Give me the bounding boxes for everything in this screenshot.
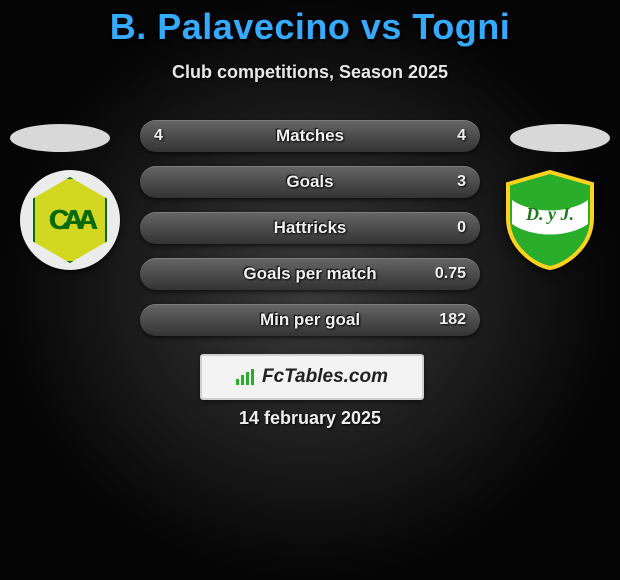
caa-badge-letters: CAA — [49, 204, 92, 236]
stat-label: Goals — [286, 172, 333, 192]
shield-icon: D. y J. — [504, 170, 596, 270]
page-title: B. Palavecino vs Togni — [0, 0, 620, 48]
team-badge-left: CAA — [20, 170, 120, 270]
stat-right-value: 3 — [457, 173, 466, 191]
comparison-card: B. Palavecino vs Togni Club competitions… — [0, 0, 620, 580]
fctables-brand-text: FcTables.com — [262, 366, 388, 388]
badge-spot-right — [510, 124, 610, 152]
stat-right-value: 4 — [457, 127, 466, 145]
stat-pill-goals-per-match: Goals per match 0.75 — [140, 258, 480, 290]
stat-left-value: 4 — [154, 127, 163, 145]
stat-label: Matches — [276, 126, 344, 146]
stat-pill-hattricks: Hattricks 0 — [140, 212, 480, 244]
stat-label: Goals per match — [243, 264, 376, 284]
stat-pill-goals: Goals 3 — [140, 166, 480, 198]
stat-label: Hattricks — [274, 218, 347, 238]
dyj-shield: D. y J. — [504, 170, 596, 270]
snapshot-date: 14 february 2025 — [0, 408, 620, 429]
stat-pill-min-per-goal: Min per goal 182 — [140, 304, 480, 336]
team-badge-right: D. y J. — [500, 170, 600, 270]
page-subtitle: Club competitions, Season 2025 — [0, 62, 620, 83]
caa-badge-inner: CAA — [33, 177, 107, 263]
stat-right-value: 0 — [457, 219, 466, 237]
fctables-logo-box[interactable]: FcTables.com — [200, 354, 424, 400]
stat-pill-matches: 4 Matches 4 — [140, 120, 480, 152]
badge-spot-left — [10, 124, 110, 152]
stat-right-value: 182 — [439, 311, 466, 329]
stat-label: Min per goal — [260, 310, 360, 330]
dyj-text: D. y J. — [525, 204, 574, 224]
stat-right-value: 0.75 — [435, 265, 466, 283]
stat-pill-list: 4 Matches 4 Goals 3 Hattricks 0 Goals pe… — [140, 120, 480, 350]
bar-chart-icon — [236, 369, 256, 385]
caa-badge-outer: CAA — [20, 170, 120, 270]
